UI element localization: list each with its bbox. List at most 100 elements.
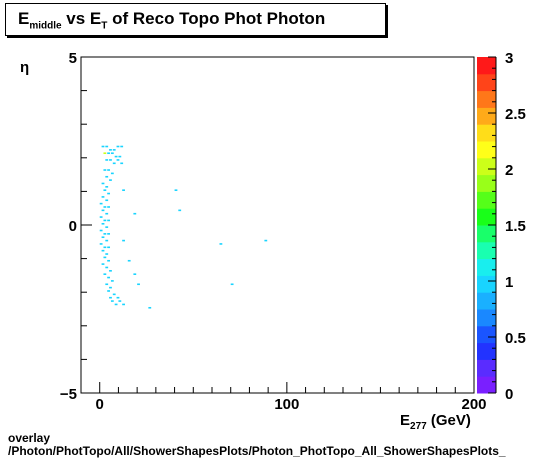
heatmap-cell [105,175,109,178]
heatmap-cell [127,259,131,262]
heatmap-cell [99,243,103,245]
heatmap-cell [120,162,124,165]
heatmap-cell [120,145,124,148]
heatmap-cell [114,155,118,158]
colorbar-tick-label: 1.5 [505,218,526,235]
title-box: Emiddle vs ET of Reco Topo Phot Photon [5,3,386,36]
heatmap-cell [101,182,105,185]
colorbar-segment [477,342,496,360]
heatmap-cell [103,246,107,249]
heatmap-cell [112,162,116,165]
colorbar-segment [477,107,496,125]
heatmap-cell [230,283,234,286]
chart-svg: 0 0.5 1 1.5 2 2.5 3 0 100 200 −5 0 5 E277 (GeV) η [20,50,526,430]
heatmap-cell [103,256,107,259]
heatmap-cell [133,273,137,275]
heatmap-cell [118,300,122,302]
colorbar-segment [477,359,496,377]
heatmap-cell [107,206,111,208]
heatmap-cell [112,293,116,296]
heatmap-cell [103,206,107,208]
colorbar-segment [477,90,496,108]
title-mid: vs E [61,9,102,28]
heatmap-cell [107,246,111,249]
heatmap-cell [101,222,105,225]
colorbar-segment [477,208,496,226]
heatmap-cell [105,199,109,202]
heatmap-cell [110,280,114,282]
heatmap-cell [107,259,111,262]
colorbar-segment [477,292,496,310]
footer: overlay /Photon/PhotTopo/All/ShowerShape… [8,432,506,458]
heatmap-cell [264,239,268,242]
colorbar-segment [477,309,496,327]
colorbar-tick-label: 2.5 [505,106,526,123]
axes: 0 100 200 −5 0 5 [60,50,487,413]
heatmap-cell [107,192,111,195]
colorbar-tick-label: 3 [505,50,513,67]
y-tick-label: −5 [60,386,77,403]
heatmap-cell [99,216,103,218]
x-tick-label: 0 [96,396,104,413]
heatmap-cell [103,169,107,171]
colorbar-segment [477,191,496,209]
heatmap-cell [101,249,105,252]
colorbar-segment [477,141,496,159]
footer-line2: /Photon/PhotTopo/All/ShowerShapesPlots/P… [8,444,506,458]
heatmap-cell [133,212,137,215]
heatmap-cell [110,172,114,175]
title-main-sub: middle [29,20,62,32]
heatmap-cell [99,202,103,205]
heatmap-cell [110,300,114,302]
heatmap-cell [109,179,112,181]
x-tick-label: 200 [461,396,486,413]
heatmap-cell [122,303,125,306]
heatmap-cell [103,189,107,191]
colorbar-tick-label: 1 [505,274,513,291]
heatmap-cell [103,233,107,235]
y-tick-label: 5 [69,50,77,67]
colorbar-segment [477,225,496,243]
heatmap-cell [103,152,107,155]
heatmap-cell [105,212,109,215]
heatmap-cell [105,266,109,269]
heatmap-cell [107,169,111,171]
colorbar-segment [477,174,496,192]
x-axis-label-sub: 277 [410,421,427,430]
heatmap-cell [114,303,118,306]
colorbar-segment [477,376,496,394]
colorbar-tick-label: 0.5 [505,330,526,347]
heatmap-cell [101,209,105,212]
heatmap-cell [109,149,112,151]
heatmap-cell [174,189,178,191]
heatmap-cell [107,219,111,222]
heatmap-cell [107,276,111,279]
colorbar-segment [477,325,496,344]
heatmap-cell [122,239,125,242]
colorbar-segment [477,124,496,142]
heatmap-cell [107,290,111,292]
x-tick-label: 100 [274,396,299,413]
title-main: E [18,9,30,28]
y-tick-label: 0 [69,218,77,235]
heatmap-cell [99,229,103,232]
heatmap-cell [110,152,114,155]
colorbar-segment [477,57,496,75]
heatmap-cell [137,283,140,286]
colorbar: 0 0.5 1 1.5 2 2.5 3 [477,50,526,403]
heatmap-cell [105,226,109,228]
heatmap-cell [105,283,109,286]
heatmap-cell [105,159,109,161]
heatmap-cell [103,273,107,275]
heatmap-cell [118,155,122,158]
heatmap-cell [116,145,120,148]
colorbar-segment [477,258,496,276]
y-axis-label: η [20,59,29,76]
heatmap-cell [105,239,109,242]
heatmap-cell [178,209,182,212]
heatmap-cells [99,145,268,309]
x-axis-label: E277 (GeV) [400,412,471,430]
heatmap-cell [109,270,112,272]
heatmap-cell [101,236,105,239]
colorbar-tick-label: 0 [505,386,513,403]
